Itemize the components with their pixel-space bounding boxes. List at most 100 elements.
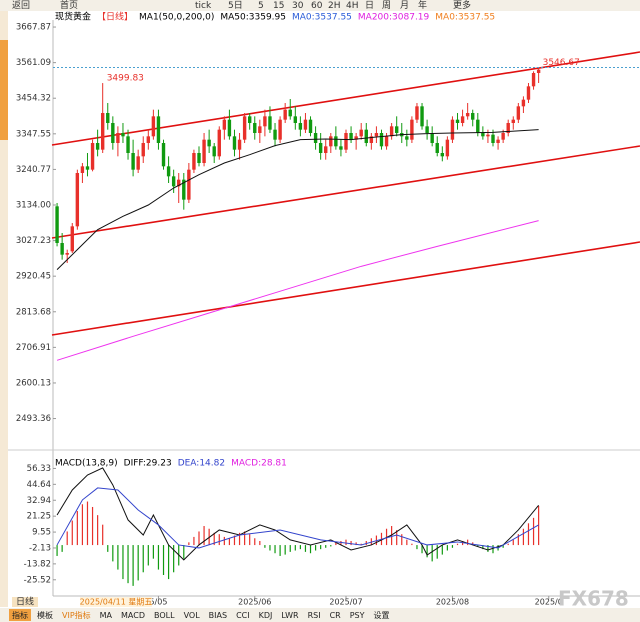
macd-bar <box>320 545 322 550</box>
candle-body <box>384 136 389 147</box>
candle-body <box>506 123 510 133</box>
candle-body <box>237 139 242 150</box>
candle-body <box>359 129 363 137</box>
footer-tab[interactable]: CR <box>330 611 342 620</box>
macd-bar <box>117 545 119 570</box>
macd-bar <box>426 545 428 558</box>
macd-bar <box>355 542 357 546</box>
macd-bar <box>294 545 296 551</box>
macd-bar <box>304 545 307 552</box>
macd-bar <box>244 531 246 546</box>
candle-body <box>293 116 298 123</box>
macd-bar <box>532 517 535 546</box>
macd-bar <box>299 545 301 550</box>
footer-tab-bg <box>59 609 94 621</box>
footer-tab[interactable]: PSY <box>350 611 365 620</box>
macd-bar <box>431 545 433 562</box>
price-annotation: 3499.83 <box>107 74 144 84</box>
toolbar-button[interactable]: 5日 <box>228 0 243 11</box>
toolbar-button[interactable]: 15 <box>273 1 284 11</box>
indicator-line <box>56 467 540 561</box>
candle-body <box>263 116 267 127</box>
candle-body <box>258 126 262 133</box>
footer-tab[interactable]: VOL <box>184 611 201 620</box>
toolbar-button[interactable]: 日 <box>365 0 374 11</box>
indicator-line <box>56 487 539 549</box>
toolbar-button[interactable]: 年 <box>418 0 427 11</box>
candle-body <box>85 166 90 170</box>
macd-bar <box>507 543 509 546</box>
toolbar-button[interactable]: 首页 <box>60 0 78 11</box>
macd-bar <box>522 528 525 546</box>
toolbar-button[interactable]: 更多 <box>453 0 471 11</box>
macd-bar <box>340 540 342 546</box>
toolbar-button[interactable]: 5 <box>258 1 264 11</box>
macd-bar <box>188 542 190 546</box>
macd-bar <box>396 530 398 546</box>
candle-body <box>288 109 292 117</box>
toolbar-button[interactable]: 4H <box>346 1 359 11</box>
toolbar-button[interactable]: 返回 <box>12 0 30 11</box>
footer-tab[interactable]: BOLL <box>154 611 175 620</box>
footer-tab-bg <box>255 609 276 621</box>
x-tick-label: 2025/08 <box>436 598 469 607</box>
macd-bar <box>183 545 185 559</box>
y-tick-label: 3667.87 <box>16 23 51 33</box>
toolbar-button[interactable]: 2H <box>328 1 341 11</box>
candle-body <box>116 133 120 143</box>
legend-item: MA200:3087.19 <box>358 13 430 23</box>
macd-bar <box>269 545 271 551</box>
candle-body <box>55 206 59 243</box>
footer-tab[interactable]: MACD <box>121 611 145 620</box>
macd-bar <box>406 539 408 546</box>
macd-bar <box>203 526 205 546</box>
macd-bar <box>97 515 99 546</box>
candle-body <box>217 129 221 157</box>
y-tick-label: -25.52 <box>24 575 51 585</box>
footer-tab-bg <box>278 609 302 621</box>
footer-tab[interactable]: BIAS <box>209 611 227 620</box>
candle-body <box>232 136 237 150</box>
candle-body <box>329 136 333 147</box>
footer-tab[interactable]: 模板 <box>37 610 53 620</box>
candle-body <box>430 133 434 143</box>
period-label: 【日线】 <box>97 11 133 23</box>
legend-item: MA1(50,0,200,0) <box>139 13 214 23</box>
macd-bar <box>477 545 479 547</box>
candle-body <box>465 113 470 117</box>
candle-body <box>177 179 181 187</box>
footer-tab[interactable]: 设置 <box>374 610 390 620</box>
footer-tab[interactable]: CCI <box>236 611 250 620</box>
toolbar-button[interactable]: 30 <box>292 1 304 11</box>
toolbar-button[interactable]: 周 <box>382 0 391 11</box>
footer-tab[interactable]: LWR <box>281 611 299 620</box>
x-tick-label: 2025/06 <box>238 598 271 607</box>
candle-body <box>491 134 495 143</box>
candle-body <box>405 136 409 140</box>
candle-body <box>379 133 384 147</box>
footer-tab[interactable]: KDJ <box>259 611 273 620</box>
toolbar-button[interactable]: 60 <box>311 1 323 11</box>
footer-tab[interactable]: 指标 <box>12 610 28 620</box>
y-tick-label: 32.94 <box>27 496 51 506</box>
macd-bar <box>142 545 144 573</box>
footer-tab-bg <box>9 609 31 621</box>
footer-tab[interactable]: VIP指标 <box>62 610 91 620</box>
footer-tab[interactable]: MA <box>100 611 113 620</box>
candle-body <box>197 153 201 163</box>
candle-body <box>161 143 166 167</box>
macd-bar <box>284 545 286 555</box>
toolbar-button[interactable]: 月 <box>400 0 409 11</box>
period-button[interactable]: 日线 <box>16 596 34 608</box>
macd-bar <box>127 545 129 584</box>
x-tick-label: 5/05 <box>149 598 167 607</box>
macd-bar <box>451 545 454 548</box>
legend-item: MACD(13,8,9) <box>55 459 118 469</box>
macd-bar <box>274 545 276 554</box>
toolbar-button[interactable]: tick <box>195 1 212 11</box>
candle-body <box>283 109 287 120</box>
footer-tab[interactable]: RSI <box>308 611 321 620</box>
candle-body <box>450 119 455 140</box>
